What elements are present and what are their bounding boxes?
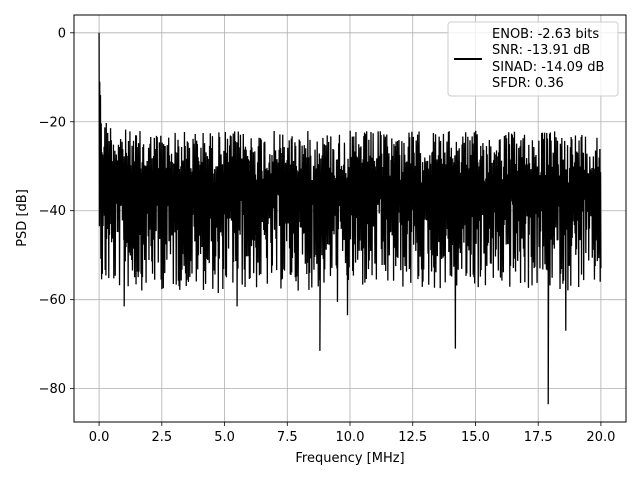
x-tick-label: 5.0	[214, 430, 235, 445]
y-tick-label: 0	[58, 26, 66, 41]
y-tick-label: −60	[39, 293, 66, 308]
y-tick-label: −40	[39, 204, 66, 219]
x-tick-label: 20.0	[586, 430, 615, 445]
x-tick-label: 7.5	[277, 430, 298, 445]
x-tick-label: 0.0	[89, 430, 110, 445]
x-axis: 0.0 2.5 5.0 7.5 10.0 12.5 15.0 17.5 20.0	[89, 422, 615, 445]
plot-area	[98, 32, 602, 405]
y-axis-label: PSD [dB]	[15, 189, 30, 247]
y-tick-label: −80	[39, 382, 66, 397]
legend-enob: ENOB: -2.63 bits	[492, 27, 599, 42]
legend-sinad: SINAD: -14.09 dB	[492, 60, 604, 75]
y-axis: 0 −20 −40 −60 −80	[39, 26, 74, 397]
x-tick-label: 15.0	[461, 430, 490, 445]
x-tick-label: 12.5	[398, 430, 427, 445]
x-tick-label: 17.5	[524, 430, 553, 445]
y-tick-label: −20	[39, 115, 66, 130]
legend-box	[447, 21, 619, 97]
legend-sfdr: SFDR: 0.36	[492, 76, 564, 91]
psd-series-line	[98, 32, 602, 405]
legend: ENOB: -2.63 bits SNR: -13.91 dB SINAD: -…	[447, 21, 619, 97]
x-tick-label: 10.0	[336, 430, 365, 445]
x-tick-label: 2.5	[151, 430, 172, 445]
x-axis-label: Frequency [MHz]	[295, 451, 404, 466]
legend-snr: SNR: -13.91 dB	[492, 43, 590, 58]
